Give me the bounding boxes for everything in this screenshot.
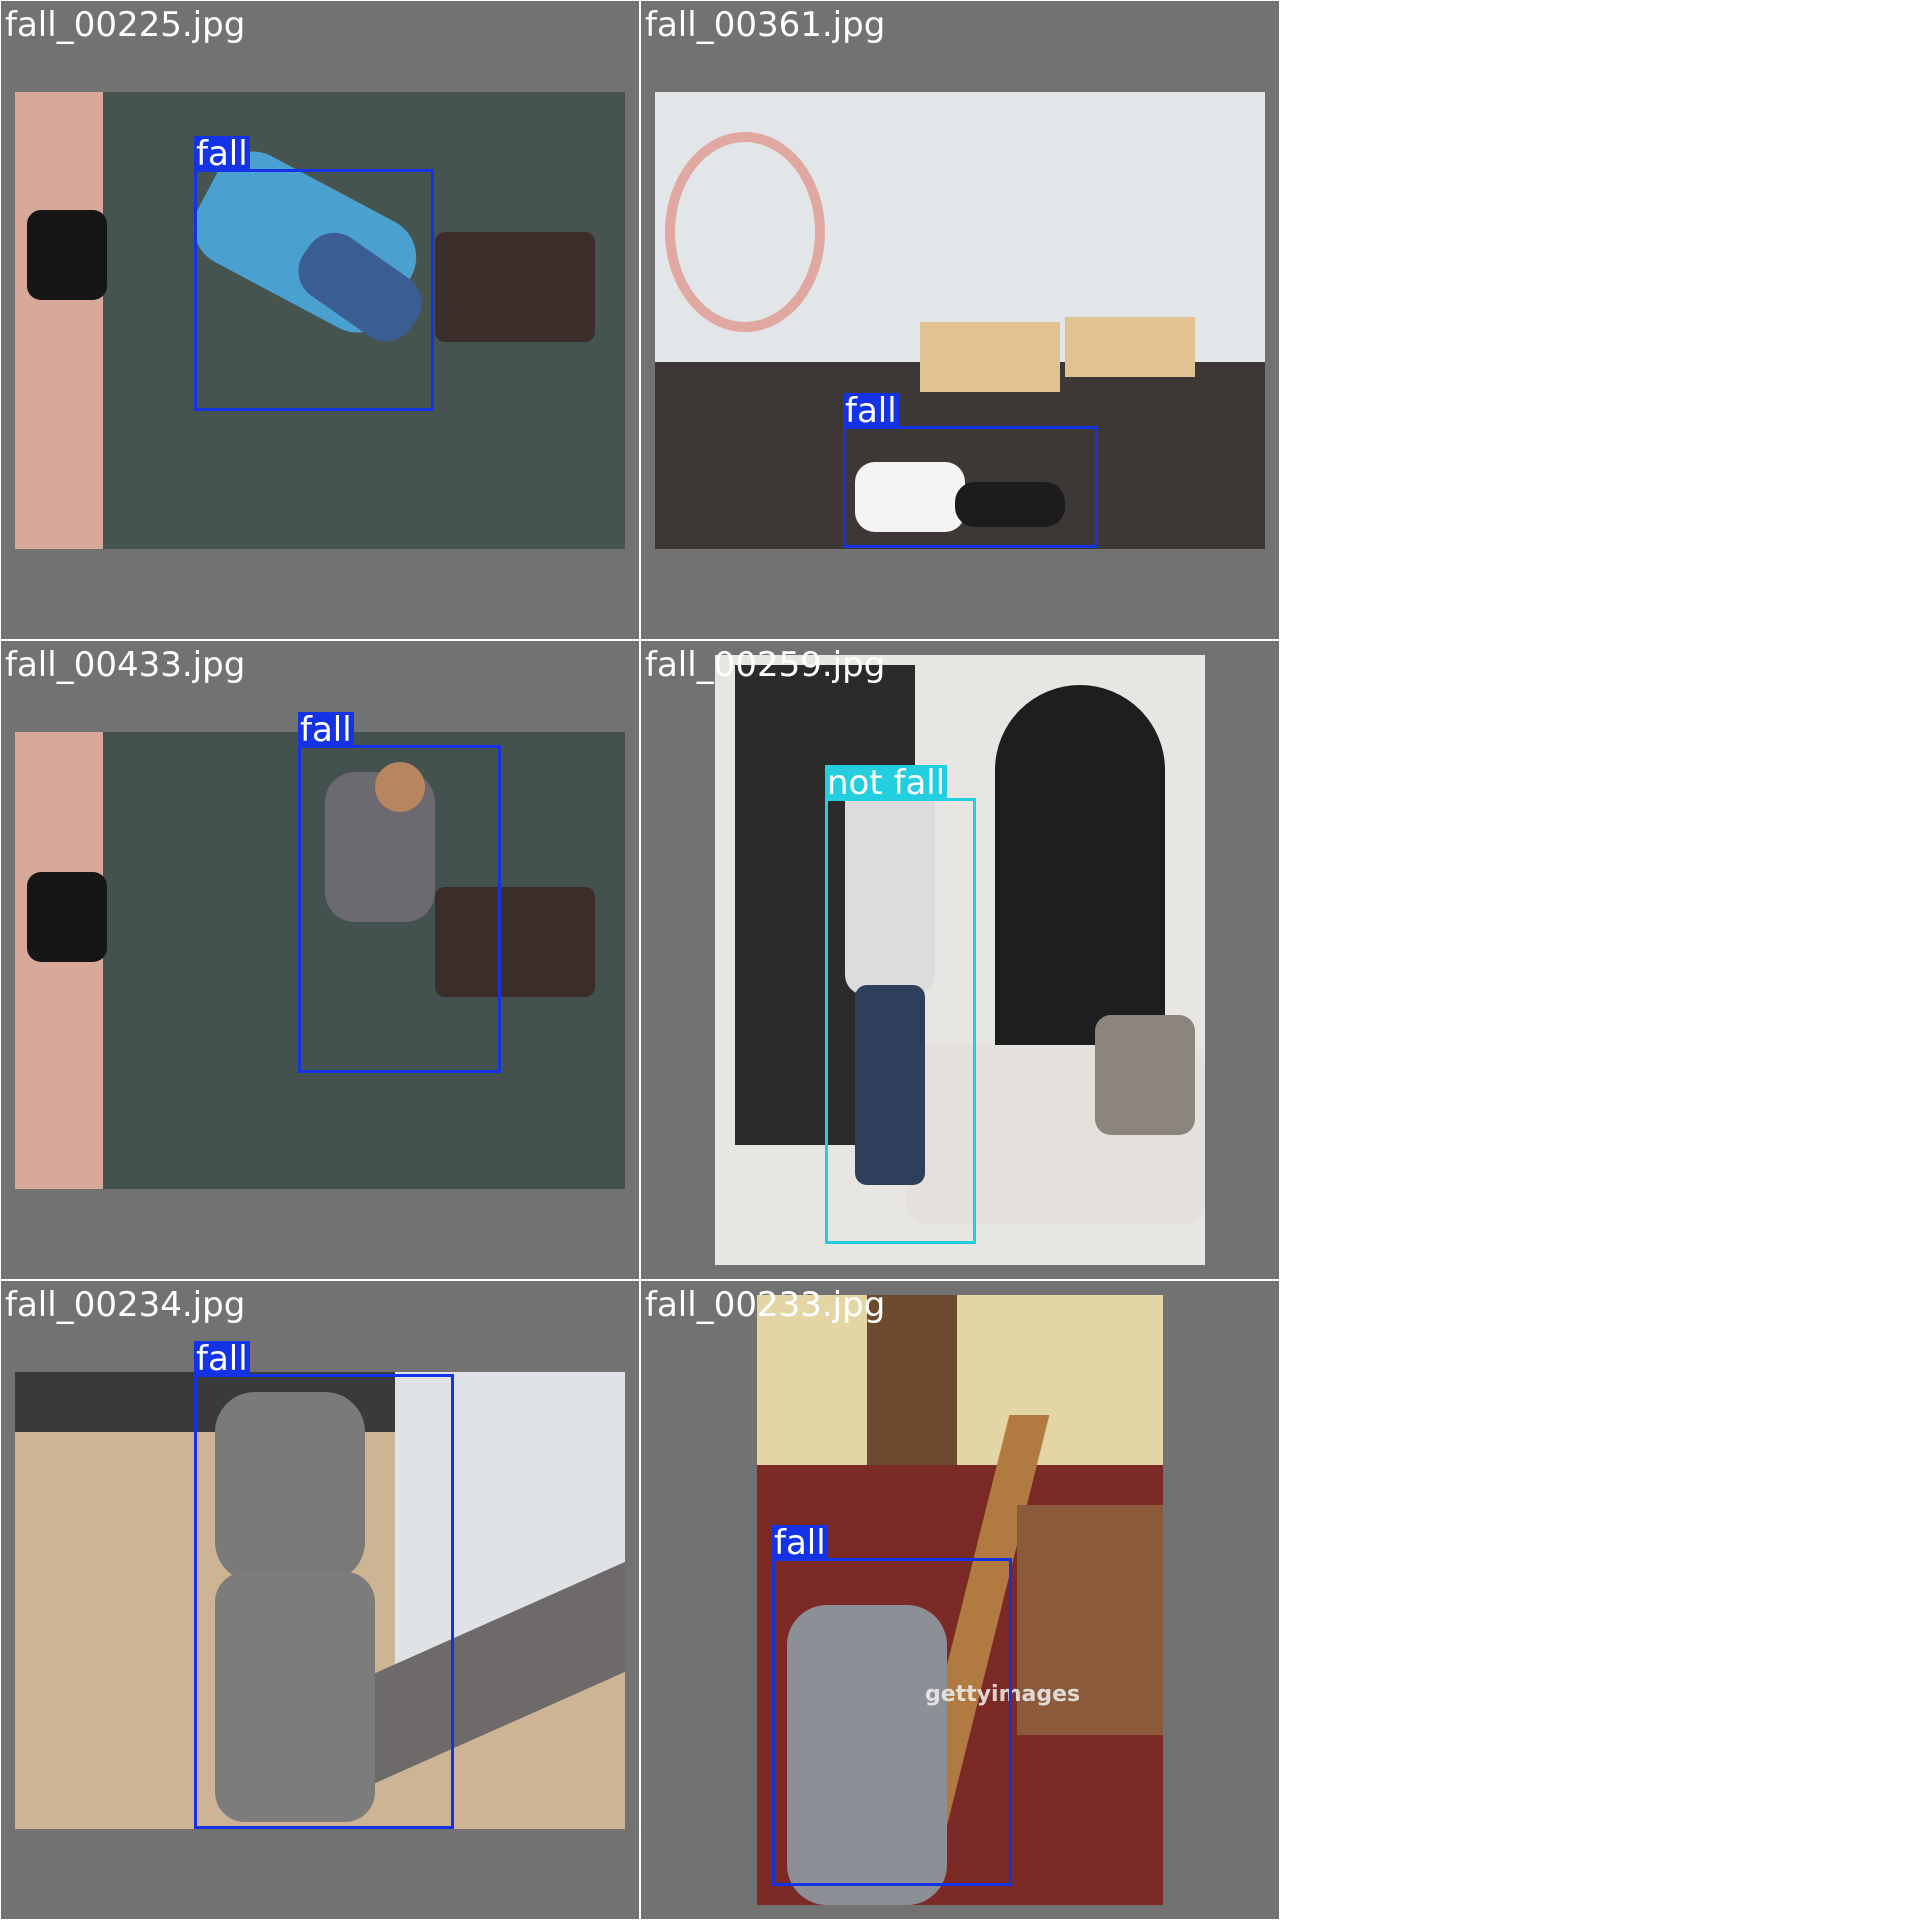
prediction-grid: fall_00225.jpg fall fall_00361.jpg fall	[0, 0, 1280, 1920]
detection-box: not fall	[825, 765, 976, 1244]
wall-art	[665, 132, 825, 332]
cushion	[1095, 1015, 1195, 1135]
tile-filename: fall_00233.jpg	[645, 1285, 886, 1325]
detection-box: fall	[194, 136, 434, 411]
tile-filename: fall_00361.jpg	[645, 5, 886, 45]
tile-image	[655, 92, 1265, 549]
window-frame	[1017, 1505, 1163, 1735]
detection-box: fall	[772, 1525, 1012, 1886]
tile-4: fall_00259.jpg not fall	[641, 641, 1279, 1279]
person	[845, 775, 935, 995]
person-legs	[855, 985, 925, 1185]
person	[215, 1392, 365, 1582]
tile-3: fall_00433.jpg fall	[1, 641, 639, 1279]
chair	[435, 887, 595, 997]
tile-filename: fall_00234.jpg	[5, 1285, 246, 1325]
bench	[1065, 317, 1195, 377]
tile-2: fall_00361.jpg fall	[641, 1, 1279, 639]
tile-image	[15, 92, 625, 549]
detection-label: fall	[772, 1523, 828, 1563]
detection-label: fall	[843, 391, 899, 431]
detection-box: fall	[298, 712, 501, 1073]
office-chair	[27, 210, 107, 300]
watermark: gettyimages	[925, 1682, 1081, 1707]
tile-image	[715, 655, 1205, 1265]
tile-1: fall_00225.jpg fall	[1, 1, 639, 639]
door	[867, 1295, 957, 1475]
person-head	[375, 762, 425, 812]
tile-image	[15, 1372, 625, 1829]
desk	[15, 92, 103, 549]
detection-box: fall	[843, 393, 1098, 548]
tile-filename: fall_00259.jpg	[645, 645, 886, 685]
person	[787, 1605, 947, 1905]
bench	[920, 322, 1060, 392]
detection-box: fall	[194, 1341, 454, 1829]
person-legs	[215, 1572, 375, 1822]
detection-label: not fall	[825, 763, 948, 803]
person-legs	[955, 482, 1065, 527]
chair	[435, 232, 595, 342]
tile-filename: fall_00433.jpg	[5, 645, 246, 685]
detection-label: fall	[194, 1339, 250, 1379]
detection-label: fall	[298, 710, 354, 750]
office-chair	[27, 872, 107, 962]
detection-label: fall	[194, 134, 250, 174]
tile-filename: fall_00225.jpg	[5, 5, 246, 45]
person	[855, 462, 965, 532]
tile-5: fall_00234.jpg fall	[1, 1281, 639, 1919]
tile-6: fall_00233.jpg gettyimages fall	[641, 1281, 1279, 1919]
tile-image	[15, 732, 625, 1189]
